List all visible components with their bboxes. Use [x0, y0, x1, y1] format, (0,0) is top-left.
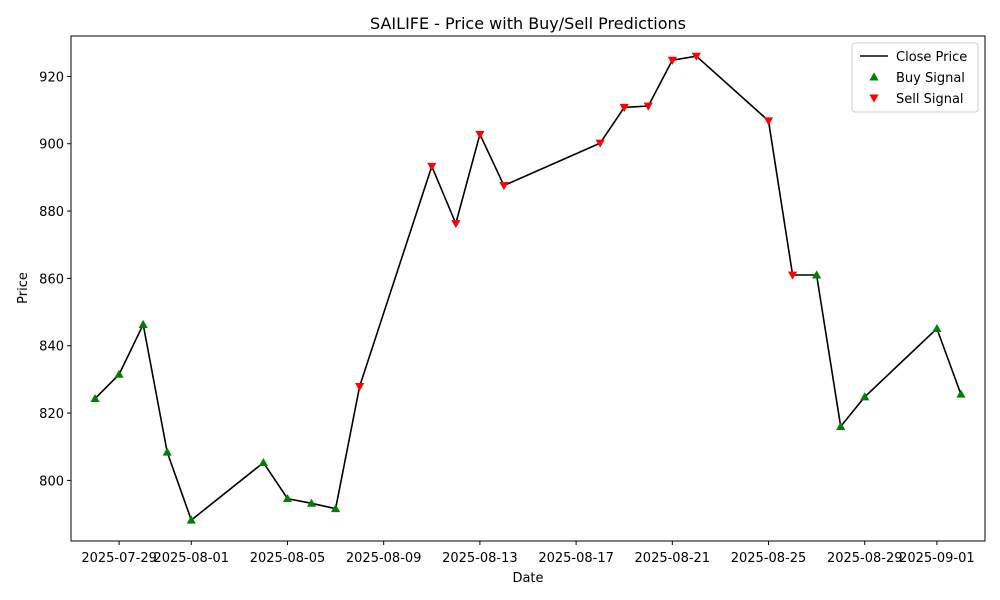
x-tick-label: 2025-08-05: [250, 551, 326, 566]
buy-signal-marker: [836, 421, 846, 430]
legend-buy-swatch: [869, 72, 879, 81]
x-tick-label: 2025-08-13: [442, 551, 518, 566]
buy-signal-marker: [114, 369, 124, 378]
buy-signal-marker: [282, 493, 293, 503]
sell-signal-marker: [787, 271, 798, 280]
legend-box: [851, 42, 979, 113]
sell-signal-marker: [691, 52, 701, 61]
x-tick-label: 2025-09-01: [899, 551, 975, 566]
sell-signal-marker: [643, 102, 653, 111]
x-tick-label: 2025-08-17: [538, 551, 614, 566]
buy-signal-marker: [90, 393, 100, 403]
buy-signal-marker: [956, 389, 966, 398]
x-tick-label: 2025-08-21: [635, 551, 711, 566]
plot-area: [90, 52, 966, 524]
legend-label: Close Price: [896, 50, 967, 65]
x-tick-label: 2025-08-29: [827, 551, 903, 566]
y-tick-label: 860: [39, 272, 64, 287]
buy-signal-marker: [306, 498, 317, 507]
buy-signal-marker: [138, 319, 148, 328]
sell-signal-marker: [499, 182, 509, 191]
sell-signal-marker: [667, 56, 677, 65]
x-axis-title: Date: [512, 571, 543, 586]
y-tick-label: 820: [39, 407, 64, 422]
legend-sell-swatch: [869, 94, 879, 103]
y-tick-label: 900: [39, 138, 64, 153]
y-axis-title: Price: [16, 272, 31, 304]
legend-label: Sell Signal: [896, 92, 964, 107]
sell-signal-marker: [619, 103, 629, 112]
sell-signal-marker: [595, 139, 605, 148]
buy-signal-marker: [860, 392, 870, 401]
buy-signal-marker: [162, 447, 172, 456]
chart-title: SAILIFE - Price with Buy/Sell Prediction…: [370, 14, 686, 33]
legend: Close Price Buy Signal Sell Signal: [851, 42, 979, 113]
y-tick-label: 800: [39, 474, 64, 489]
x-tick-label: 2025-07-29: [81, 551, 157, 566]
close-price-line: [94, 55, 962, 521]
sell-signal-marker: [763, 117, 774, 126]
y-axis: 800 820 840 860 880 900 920: [39, 70, 71, 489]
axes-frame: [70, 35, 986, 542]
sell-signal-marker: [427, 162, 437, 171]
x-tick-label: 2025-08-25: [731, 551, 807, 566]
y-tick-label: 840: [39, 340, 64, 355]
sell-signal-marker: [451, 220, 461, 229]
buy-signal-marker: [330, 504, 341, 513]
sell-signal-marker: [475, 130, 485, 139]
buy-signal-marker: [812, 270, 822, 279]
sell-signal-marker: [355, 383, 365, 392]
y-tick-label: 880: [39, 205, 64, 220]
buy-signal-marker: [932, 323, 942, 333]
x-tick-label: 2025-08-01: [153, 551, 229, 566]
y-tick-label: 920: [39, 70, 64, 85]
legend-label: Buy Signal: [896, 71, 965, 86]
buy-signal-marker: [258, 457, 269, 467]
buy-signal-marker: [186, 515, 196, 524]
x-tick-label: 2025-08-09: [346, 551, 422, 566]
